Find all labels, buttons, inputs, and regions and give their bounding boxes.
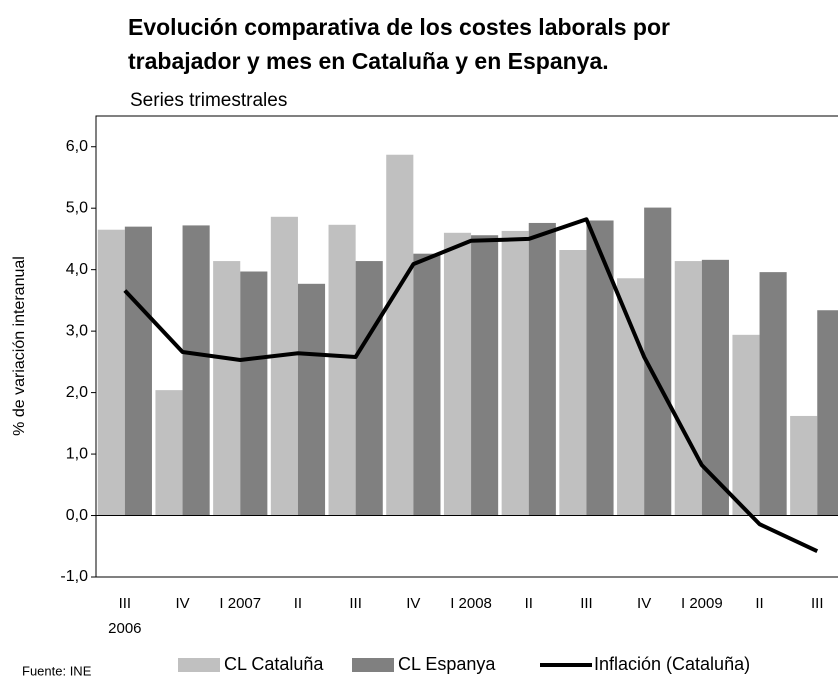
x-tick-label: I 2007 bbox=[219, 595, 261, 612]
bar bbox=[559, 249, 587, 516]
bar bbox=[617, 278, 645, 516]
bar bbox=[586, 220, 614, 516]
bar bbox=[528, 222, 556, 516]
chart-title: Evolución comparativa de los costes labo… bbox=[128, 14, 670, 74]
bar bbox=[240, 271, 268, 516]
bar bbox=[328, 224, 356, 516]
bar bbox=[355, 261, 383, 516]
x-tick-label: II bbox=[755, 595, 763, 612]
line-series bbox=[123, 217, 819, 553]
x-tick-label: I 2008 bbox=[450, 595, 492, 612]
x-tick-label: III 2006 bbox=[108, 595, 141, 637]
x-tick-label: IV bbox=[406, 595, 420, 612]
y-tick-label: 6,0 bbox=[66, 138, 88, 155]
legend-label: CL Cataluña bbox=[224, 654, 324, 674]
y-tick-label: 0,0 bbox=[66, 507, 88, 524]
bar bbox=[297, 283, 326, 516]
bar bbox=[674, 261, 702, 516]
x-tick-label: III bbox=[349, 595, 362, 612]
bar bbox=[790, 415, 818, 516]
bar bbox=[759, 272, 787, 516]
bar bbox=[124, 226, 152, 516]
bar bbox=[213, 261, 241, 516]
bar bbox=[182, 225, 210, 516]
bar bbox=[413, 253, 441, 516]
bar bbox=[471, 235, 499, 516]
bar bbox=[155, 390, 183, 516]
y-tick-label: 4,0 bbox=[66, 261, 88, 278]
bar bbox=[501, 230, 529, 516]
y-tick-label: -1,0 bbox=[60, 568, 88, 585]
bar bbox=[701, 259, 729, 516]
x-tick-label: IV bbox=[175, 595, 189, 612]
x-tick-label: IV bbox=[637, 595, 651, 612]
chart-subtitle: Series trimestrales bbox=[130, 90, 287, 111]
bar bbox=[817, 310, 838, 516]
bar bbox=[97, 229, 125, 516]
legend-label: Inflación (Cataluña) bbox=[594, 654, 750, 674]
y-tick-label: 2,0 bbox=[66, 384, 88, 401]
x-tick-label: III bbox=[811, 595, 824, 612]
plot-frame bbox=[95, 115, 838, 578]
legend-swatch bbox=[352, 658, 394, 672]
source: Fuente: INE bbox=[22, 663, 92, 678]
title-box: Evolución comparativa de los costes labo… bbox=[128, 14, 670, 74]
y-tick-label: 1,0 bbox=[66, 445, 88, 462]
x-tick-label: II bbox=[525, 595, 533, 612]
bar bbox=[443, 232, 472, 516]
bar bbox=[386, 154, 414, 516]
x-tick-label: II bbox=[294, 595, 302, 612]
bar bbox=[270, 216, 298, 516]
bar bbox=[732, 334, 760, 516]
legend-label: CL Espanya bbox=[398, 654, 496, 674]
x-tick-label: III bbox=[580, 595, 593, 612]
y-tick-label: 5,0 bbox=[66, 199, 88, 216]
y-axis-label: % de variación interanual bbox=[11, 256, 28, 436]
legend-swatch bbox=[178, 658, 220, 672]
x-tick-label: I 2009 bbox=[681, 595, 723, 612]
y-tick-label: 3,0 bbox=[66, 322, 88, 339]
